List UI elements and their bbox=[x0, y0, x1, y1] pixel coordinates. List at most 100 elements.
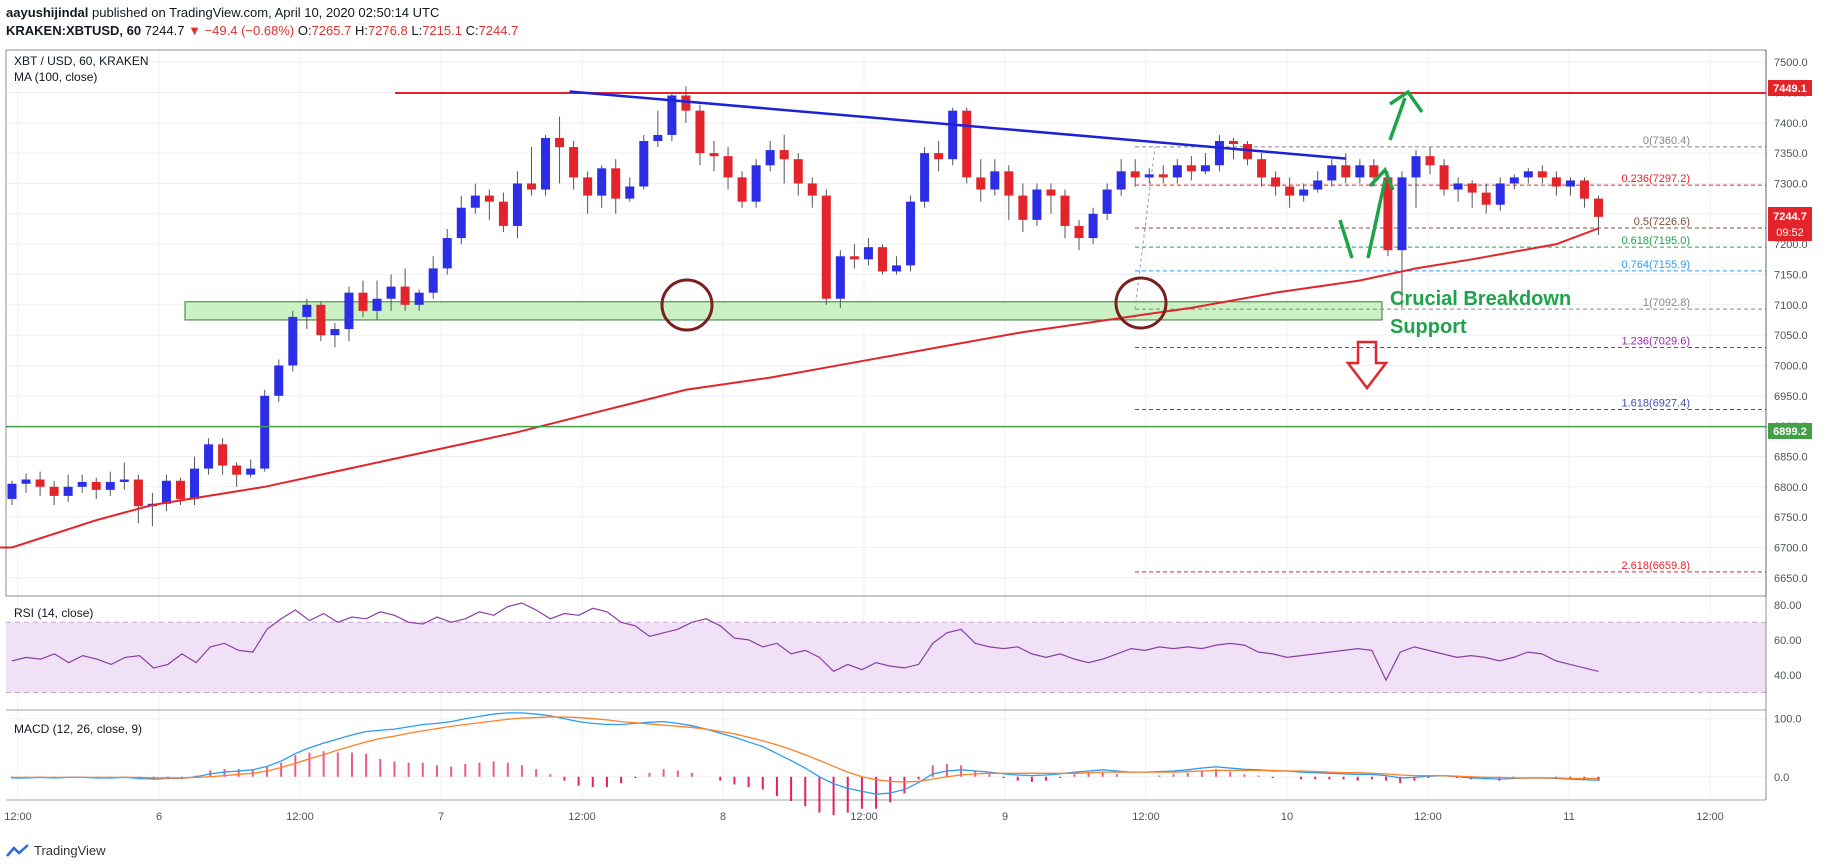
candle-bearish bbox=[1285, 186, 1295, 196]
candle-bullish bbox=[386, 286, 396, 299]
time-tick-label: 9 bbox=[1002, 811, 1008, 823]
ma100-line bbox=[0, 227, 1599, 549]
price-tick-label: 6750.0 bbox=[1774, 512, 1808, 524]
macd-tick-label: 100.0 bbox=[1774, 714, 1802, 726]
candle-bearish bbox=[1074, 225, 1084, 239]
rsi-band bbox=[6, 622, 1766, 693]
candle-bearish bbox=[1018, 195, 1028, 220]
candle-bearish bbox=[709, 153, 719, 157]
rsi-pane-title: RSI (14, close) bbox=[14, 606, 93, 620]
touch-circle bbox=[1114, 276, 1168, 330]
axes-layer: 7500.07450.07400.07350.07300.07250.07200… bbox=[4, 49, 1808, 823]
candle-bullish bbox=[21, 479, 31, 484]
fib-level-label: 0.5(7226.6) bbox=[1634, 216, 1690, 228]
candle-bullish bbox=[1495, 183, 1505, 205]
author-name[interactable]: aayushijindal bbox=[6, 5, 89, 20]
support-zone bbox=[184, 301, 1383, 321]
candle-bearish bbox=[723, 156, 733, 178]
support-annotation-line2: Support bbox=[1390, 316, 1467, 338]
candle-bearish bbox=[1186, 165, 1196, 172]
candle-bullish bbox=[1565, 180, 1575, 187]
candle-bearish bbox=[1130, 171, 1140, 178]
candle-bearish bbox=[1369, 165, 1379, 178]
candle-bearish bbox=[681, 95, 691, 111]
rsi-tick-label: 80.00 bbox=[1774, 600, 1802, 612]
time-tick-label: 12:00 bbox=[850, 811, 878, 823]
svg-text:6899.2: 6899.2 bbox=[1773, 426, 1807, 438]
price-tick-label: 6850.0 bbox=[1774, 451, 1808, 463]
candle-bullish bbox=[1214, 141, 1224, 166]
fibonacci-layer: 0(7360.4) 0.236(7297.2) 0.5(7226.6) 0.618(7… bbox=[1134, 135, 1766, 573]
time-tick-label: 6 bbox=[156, 811, 162, 823]
candle-bearish bbox=[91, 481, 101, 490]
tradingview-footer[interactable]: TradingView bbox=[6, 843, 106, 858]
time-tick-label: 12:00 bbox=[1132, 811, 1160, 823]
candle-bearish bbox=[583, 177, 593, 196]
fib-level-label: 0.618(7195.0) bbox=[1622, 235, 1691, 247]
fib-level-label: 1.236(7029.6) bbox=[1622, 336, 1691, 348]
candle-bearish bbox=[1425, 156, 1435, 166]
candle-bullish bbox=[161, 480, 171, 504]
high-label: H: bbox=[354, 23, 368, 38]
price-tick-label: 7300.0 bbox=[1774, 178, 1808, 190]
fib-level-label: 2.618(6659.8) bbox=[1622, 560, 1691, 572]
candle-bearish bbox=[1341, 165, 1351, 178]
time-tick-label: 11 bbox=[1563, 811, 1574, 823]
fib-level-label: 1.618(6927.4) bbox=[1622, 398, 1691, 410]
candle-bullish bbox=[1172, 165, 1182, 178]
candle-bullish bbox=[7, 483, 17, 499]
rsi-layer bbox=[6, 602, 1766, 693]
last-price-badge: 7244.7 09:52 bbox=[1768, 207, 1812, 241]
low-value: 7215.1 bbox=[422, 23, 462, 38]
candle-bearish bbox=[175, 480, 185, 499]
candle-bullish bbox=[948, 110, 958, 160]
candle-bearish bbox=[555, 137, 565, 148]
candle-bullish bbox=[1032, 189, 1042, 220]
candle-bullish bbox=[625, 186, 635, 199]
candle-bearish bbox=[1594, 198, 1604, 217]
main-pane-title: XBT / USD, 60, KRAKEN bbox=[14, 54, 149, 68]
candle-bearish bbox=[316, 304, 326, 336]
candle-bullish bbox=[442, 238, 452, 269]
candle-bullish bbox=[667, 95, 677, 135]
green-arrow-up bbox=[1366, 179, 1387, 259]
time-tick-label: 7 bbox=[438, 811, 444, 823]
candle-bearish bbox=[821, 195, 831, 299]
fib-level-label: 0(7360.4) bbox=[1643, 135, 1690, 147]
candle-bearish bbox=[1046, 189, 1056, 196]
time-tick-label: 12:00 bbox=[1414, 811, 1442, 823]
candle-bearish bbox=[526, 183, 536, 190]
candle-bullish bbox=[906, 201, 916, 266]
candle-bullish bbox=[863, 247, 873, 260]
candles-layer bbox=[7, 86, 1604, 527]
green-arrowhead-top bbox=[1389, 89, 1424, 114]
time-tick-label: 12:00 bbox=[568, 811, 596, 823]
ohlc-line: KRAKEN:XBTUSD, 60 7244.7 ▼ −49.4 (−0.68%… bbox=[6, 23, 518, 38]
support-price-badge: 6899.2 bbox=[1768, 423, 1812, 439]
last-price: 7244.7 bbox=[144, 23, 185, 38]
candle-bullish bbox=[751, 165, 761, 202]
close-label: C: bbox=[465, 23, 479, 38]
red-down-arrow bbox=[1345, 340, 1389, 391]
candle-bearish bbox=[1060, 195, 1070, 226]
candle-bullish bbox=[302, 304, 312, 317]
price-tick-label: 7350.0 bbox=[1774, 148, 1808, 160]
candle-bullish bbox=[835, 256, 845, 299]
candle-bearish bbox=[1579, 180, 1589, 199]
fib-level-label: 0.764(7155.9) bbox=[1622, 259, 1691, 271]
svg-text:7244.7: 7244.7 bbox=[1773, 211, 1807, 223]
macd-tick-label: 0.0 bbox=[1774, 772, 1789, 784]
time-tick-label: 8 bbox=[720, 811, 726, 823]
price-tick-label: 7050.0 bbox=[1774, 330, 1808, 342]
candle-bearish bbox=[358, 292, 368, 311]
bearish-trendline bbox=[569, 90, 1347, 160]
candle-bullish bbox=[190, 468, 200, 499]
candle-bullish bbox=[77, 481, 87, 487]
low-label: L: bbox=[411, 23, 423, 38]
rsi-tick-label: 40.00 bbox=[1774, 670, 1802, 682]
candle-bullish bbox=[990, 171, 1000, 190]
candle-bullish bbox=[260, 395, 270, 469]
candle-bullish bbox=[204, 444, 214, 469]
publish-line: aayushijindal published on TradingView.c… bbox=[6, 5, 439, 20]
